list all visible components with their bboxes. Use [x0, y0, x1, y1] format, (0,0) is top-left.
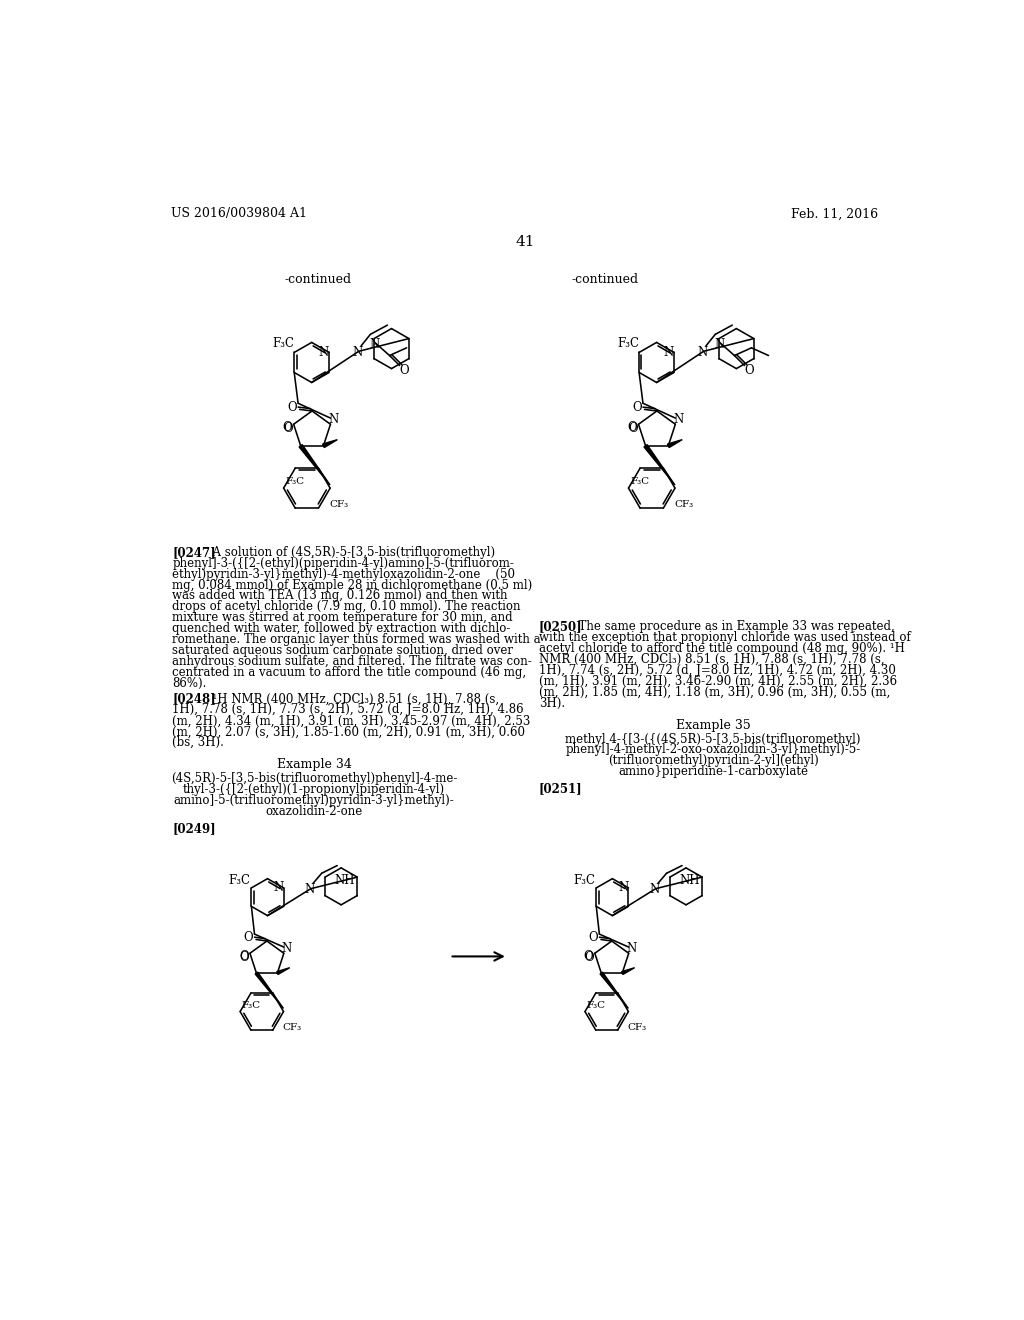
Text: F₃C: F₃C	[228, 874, 251, 887]
Text: thyl-3-({[2-(ethyl)(1-propionylpiperidin-4-yl): thyl-3-({[2-(ethyl)(1-propionylpiperidin…	[183, 783, 445, 796]
Text: N: N	[697, 346, 708, 359]
Text: (trifluoromethyl)pyridin-2-yl](ethyl): (trifluoromethyl)pyridin-2-yl](ethyl)	[608, 755, 818, 767]
Text: (m, 2H), 1.85 (m, 4H), 1.18 (m, 3H), 0.96 (m, 3H), 0.55 (m,: (m, 2H), 1.85 (m, 4H), 1.18 (m, 3H), 0.9…	[539, 686, 890, 700]
Text: quenched with water, followed by extraction with dichlo-: quenched with water, followed by extract…	[172, 622, 511, 635]
Text: saturated aqueous sodium carbonate solution, dried over: saturated aqueous sodium carbonate solut…	[172, 644, 513, 657]
Polygon shape	[668, 440, 682, 447]
Text: 41: 41	[515, 235, 535, 248]
Text: (m, 2H), 4.34 (m, 1H), 3.91 (m, 3H), 3.45-2.97 (m, 4H), 2.53: (m, 2H), 4.34 (m, 1H), 3.91 (m, 3H), 3.4…	[172, 714, 530, 727]
Text: drops of acetyl chloride (7.9 mg, 0.10 mmol). The reaction: drops of acetyl chloride (7.9 mg, 0.10 m…	[172, 601, 520, 614]
Text: F₃C: F₃C	[631, 478, 649, 487]
Polygon shape	[323, 440, 337, 447]
Text: O: O	[287, 401, 297, 414]
Text: N: N	[370, 338, 380, 351]
Text: was added with TEA (13 mg, 0.126 mmol) and then with: was added with TEA (13 mg, 0.126 mmol) a…	[172, 590, 508, 602]
Text: 1H), 7.74 (s, 2H), 5.72 (d, J=8.0 Hz, 1H), 4.72 (m, 2H), 4.30: 1H), 7.74 (s, 2H), 5.72 (d, J=8.0 Hz, 1H…	[539, 664, 896, 677]
Text: O: O	[585, 952, 594, 965]
Text: oxazolidin-2-one: oxazolidin-2-one	[265, 805, 362, 817]
Text: with the exception that propionyl chloride was used instead of: with the exception that propionyl chlori…	[539, 631, 910, 644]
Text: F₃C: F₃C	[272, 338, 295, 351]
Text: N: N	[617, 882, 628, 895]
Text: amino}piperidine-1-carboxylate: amino}piperidine-1-carboxylate	[618, 766, 808, 779]
Polygon shape	[276, 968, 290, 974]
Text: NH: NH	[334, 874, 355, 887]
Text: N: N	[318, 346, 329, 359]
Text: (4S,5R)-5-[3,5-bis(trifluoromethyl)phenyl]-4-me-: (4S,5R)-5-[3,5-bis(trifluoromethyl)pheny…	[171, 772, 457, 785]
Text: mg, 0.084 mmol) of Example 28 in dichloromethane (0.5 ml): mg, 0.084 mmol) of Example 28 in dichlor…	[172, 578, 532, 591]
Text: anhydrous sodium sulfate, and filtered. The filtrate was con-: anhydrous sodium sulfate, and filtered. …	[172, 655, 531, 668]
Text: F₃C: F₃C	[587, 1002, 605, 1011]
Text: O: O	[589, 932, 598, 944]
Text: N: N	[649, 883, 659, 896]
Text: O: O	[744, 364, 754, 378]
Text: phenyl]-4-methyl-2-oxo-oxazolidin-3-yl}methyl)-5-: phenyl]-4-methyl-2-oxo-oxazolidin-3-yl}m…	[565, 743, 861, 756]
Text: CF₃: CF₃	[330, 500, 348, 508]
Text: ethyl)pyridin-3-yl}methyl)-4-methyloxazolidin-2-one    (50: ethyl)pyridin-3-yl}methyl)-4-methyloxazo…	[172, 568, 515, 581]
Text: N: N	[273, 882, 284, 895]
Text: (m, 2H), 2.07 (s, 3H), 1.85-1.60 (m, 2H), 0.91 (m, 3H), 0.60: (m, 2H), 2.07 (s, 3H), 1.85-1.60 (m, 2H)…	[172, 725, 525, 738]
Text: CF₃: CF₃	[628, 1023, 647, 1032]
Polygon shape	[600, 972, 629, 1008]
Text: F₃C: F₃C	[573, 874, 595, 887]
Text: Example 34: Example 34	[276, 758, 351, 771]
Text: centrated in a vacuum to afford the title compound (46 mg,: centrated in a vacuum to afford the titl…	[172, 667, 526, 678]
Text: phenyl]-3-({[2-(ethyl)(piperidin-4-yl)amino]-5-(trifluorom-: phenyl]-3-({[2-(ethyl)(piperidin-4-yl)am…	[172, 557, 514, 570]
Text: O: O	[632, 401, 642, 414]
Polygon shape	[255, 972, 284, 1008]
Text: mixture was stirred at room temperature for 30 min, and: mixture was stirred at room temperature …	[172, 611, 513, 624]
Text: F₃C: F₃C	[617, 338, 640, 351]
Text: CF₃: CF₃	[283, 1023, 302, 1032]
Text: O: O	[244, 932, 253, 944]
Text: 3H).: 3H).	[539, 697, 565, 710]
Text: N: N	[282, 942, 292, 956]
Text: N: N	[627, 942, 637, 956]
Text: acetyl chloride to afford the title compound (48 mg, 90%). ¹H: acetyl chloride to afford the title comp…	[539, 643, 904, 655]
Text: [0250]: [0250]	[539, 620, 583, 634]
Text: CF₃: CF₃	[674, 500, 693, 508]
Polygon shape	[644, 445, 675, 484]
Text: N: N	[664, 346, 674, 359]
Text: US 2016/0039804 A1: US 2016/0039804 A1	[171, 207, 306, 220]
Polygon shape	[299, 445, 330, 484]
Text: N: N	[352, 346, 362, 359]
Text: O: O	[629, 422, 638, 436]
Text: O: O	[628, 421, 637, 434]
Text: romethane. The organic layer thus formed was washed with a: romethane. The organic layer thus formed…	[172, 634, 541, 647]
Text: -continued: -continued	[285, 273, 351, 286]
Text: amino]-5-(trifluoromethyl)pyridin-3-yl}methyl)-: amino]-5-(trifluoromethyl)pyridin-3-yl}m…	[174, 793, 455, 807]
Text: O: O	[584, 950, 594, 962]
Text: Feb. 11, 2016: Feb. 11, 2016	[792, 207, 879, 220]
Text: F₃C: F₃C	[242, 1002, 260, 1011]
Text: A solution of (4S,5R)-5-[3,5-bis(trifluoromethyl): A solution of (4S,5R)-5-[3,5-bis(trifluo…	[205, 545, 495, 558]
Text: (bs, 3H).: (bs, 3H).	[172, 737, 224, 750]
Text: [0249]: [0249]	[172, 821, 216, 834]
Text: NH: NH	[679, 874, 699, 887]
Text: (m, 1H), 3.91 (m, 2H), 3.46-2.90 (m, 4H), 2.55 (m, 2H), 2.36: (m, 1H), 3.91 (m, 2H), 3.46-2.90 (m, 4H)…	[539, 675, 897, 688]
Polygon shape	[622, 968, 635, 974]
Text: -continued: -continued	[571, 273, 638, 286]
Text: 1H), 7.78 (s, 1H), 7.73 (s, 2H), 5.72 (d, J=8.0 Hz, 1H), 4.86: 1H), 7.78 (s, 1H), 7.73 (s, 2H), 5.72 (d…	[172, 704, 524, 717]
Text: O: O	[240, 952, 249, 965]
Text: N: N	[674, 413, 684, 426]
Text: O: O	[284, 422, 293, 436]
Text: 86%).: 86%).	[172, 677, 207, 690]
Text: N: N	[329, 413, 339, 426]
Text: O: O	[239, 950, 249, 962]
Text: NMR (400 MHz, CDCl₃) 8.51 (s, 1H), 7.88 (s, 1H), 7.78 (s,: NMR (400 MHz, CDCl₃) 8.51 (s, 1H), 7.88 …	[539, 653, 885, 667]
Text: O: O	[399, 364, 409, 378]
Text: The same procedure as in Example 33 was repeated,: The same procedure as in Example 33 was …	[571, 620, 895, 634]
Text: N: N	[304, 883, 314, 896]
Text: [0247]: [0247]	[172, 545, 216, 558]
Text: F₃C: F₃C	[286, 478, 305, 487]
Text: methyl 4-{[3-({(4S,5R)-5-[3,5-bis(trifluoromethyl): methyl 4-{[3-({(4S,5R)-5-[3,5-bis(triflu…	[565, 733, 861, 746]
Text: ¹H NMR (400 MHz, CDCl₃) 8.51 (s, 1H), 7.88 (s,: ¹H NMR (400 MHz, CDCl₃) 8.51 (s, 1H), 7.…	[205, 693, 499, 705]
Text: [0251]: [0251]	[539, 783, 583, 796]
Text: Example 35: Example 35	[676, 718, 751, 731]
Text: O: O	[283, 421, 292, 434]
Text: N: N	[715, 338, 725, 351]
Text: [0248]: [0248]	[172, 693, 216, 705]
